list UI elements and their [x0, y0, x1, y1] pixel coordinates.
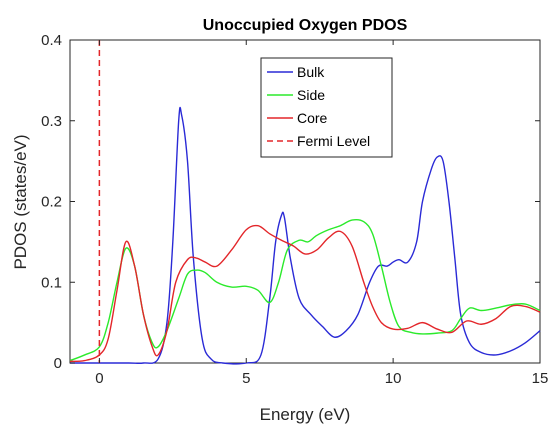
legend-label: Side	[297, 87, 325, 103]
x-axis-label: Energy (eV)	[260, 405, 351, 424]
y-axis-label: PDOS (states/eV)	[11, 134, 30, 269]
x-tick-label: 10	[385, 370, 402, 387]
legend-label: Fermi Level	[297, 133, 370, 149]
series-line-bulk	[69, 106, 541, 365]
legend-entry-bulk: Bulk	[267, 64, 325, 80]
x-tick-label: 15	[532, 370, 549, 387]
y-tick-label: 0.1	[41, 274, 62, 291]
x-axis-ticks: 0 5 10 15	[95, 40, 548, 387]
x-tick-label: 5	[242, 370, 250, 387]
y-tick-label: 0.4	[41, 32, 62, 49]
y-axis-ticks: 0 0.1 0.2 0.3 0.4	[41, 32, 540, 372]
legend-entry-core: Core	[267, 110, 328, 126]
series-layer	[69, 106, 541, 365]
series-line-core	[69, 224, 541, 363]
legend-entry-side: Side	[267, 87, 325, 103]
y-tick-label: 0	[54, 355, 62, 372]
y-tick-label: 0.2	[41, 194, 62, 211]
legend-label: Bulk	[297, 64, 325, 80]
y-tick-label: 0.3	[41, 113, 62, 130]
legend-label: Core	[297, 110, 328, 126]
legend: Bulk Side Core Fermi Level	[260, 57, 393, 158]
x-tick-label: 0	[95, 370, 103, 387]
legend-entry-fermi-level: Fermi Level	[267, 133, 370, 149]
chart-title: Unoccupied Oxygen PDOS	[203, 17, 408, 34]
